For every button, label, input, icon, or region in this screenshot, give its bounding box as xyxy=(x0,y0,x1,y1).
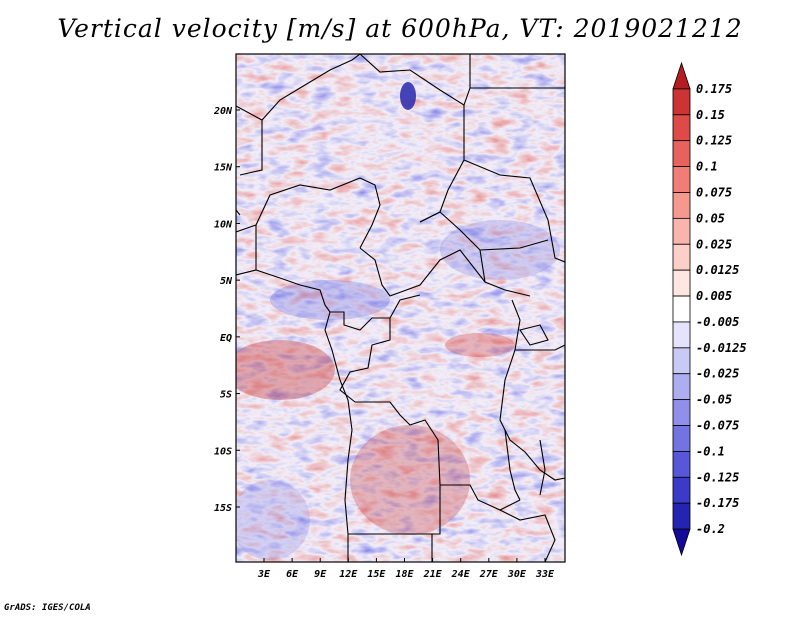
blue-anomaly-central xyxy=(270,280,390,320)
colorbar-label: 0.125 xyxy=(696,134,732,148)
colorbar-swatch xyxy=(672,476,691,504)
y-tick-label: EQ xyxy=(220,333,232,344)
plot-frame xyxy=(235,53,566,563)
x-tick-label: 6E xyxy=(286,569,299,580)
red-anomaly-west xyxy=(236,340,335,400)
footer-credit: GrADS: IGES/COLA xyxy=(4,603,91,613)
y-tick-label: 15N xyxy=(214,163,233,174)
border-car-south xyxy=(359,247,531,297)
border-gabon-congo xyxy=(330,311,391,403)
colorbar-label: 0.025 xyxy=(696,237,732,251)
colorbar-swatch xyxy=(672,140,691,167)
velocity-field xyxy=(236,54,565,562)
lake-tanganyika xyxy=(504,429,521,501)
colorbar-top-triangle xyxy=(672,61,691,90)
x-tick-label: 33E xyxy=(535,569,555,580)
x-tick-label: 9E xyxy=(314,569,327,580)
colorbar-label: -0.0125 xyxy=(696,341,747,355)
colorbar-swatch xyxy=(672,321,691,349)
coast-gulf-guinea xyxy=(236,269,331,313)
blue-anomaly-northeast xyxy=(440,220,560,280)
colorbar-label: -0.1 xyxy=(696,444,725,458)
border-mali-mauritania xyxy=(239,120,263,176)
colorbar-label: 0.075 xyxy=(696,185,732,199)
colorbar-bottom-triangle xyxy=(672,528,691,557)
colorbar-swatch xyxy=(672,502,691,530)
colorbar-label: -0.2 xyxy=(696,522,725,536)
colorbar-label: -0.005 xyxy=(696,315,739,329)
y-tick-label: 15S xyxy=(214,503,232,514)
colorbar-swatch xyxy=(672,425,691,452)
x-tick-label: 3E xyxy=(257,569,271,580)
border-sudan-east xyxy=(463,159,565,263)
lake-malawi xyxy=(539,439,546,496)
border-uganda-kenya xyxy=(515,344,565,351)
red-anomaly-east xyxy=(445,333,515,357)
border-zambia-zimbabwe xyxy=(499,509,556,562)
map-title: Vertical velocity [m/s] at 600hPa, VT: 2… xyxy=(57,14,743,43)
y-tick-label: 5S xyxy=(220,390,232,401)
colorbar: 0.175 0.15 0.125 0.1 0.075 0.05 0.025 0.0125 0.0… xyxy=(672,61,747,557)
x-tick-label: 27E xyxy=(479,569,499,580)
blue-anomaly-tibesti xyxy=(400,82,416,110)
colorbar-swatch xyxy=(672,88,691,116)
colorbar-label: 0.005 xyxy=(696,289,732,303)
x-tick-label: 12E xyxy=(339,569,358,580)
border-angola-namibia xyxy=(347,485,441,562)
x-tick-label: 30E xyxy=(507,569,527,580)
x-tick-label: 18E xyxy=(395,569,414,580)
lake-victoria xyxy=(519,324,549,346)
country-borders xyxy=(236,54,565,562)
colorbar-label: 0.05 xyxy=(696,211,725,225)
colorbar-swatch xyxy=(672,451,691,478)
blue-anomaly-southwest xyxy=(236,480,310,560)
x-tick-label: 24E xyxy=(451,569,471,580)
colorbar-swatch xyxy=(672,373,691,401)
colorbar-label: 0.15 xyxy=(696,108,725,122)
latitude-axis: 20N 15N 10N 5N EQ 5S 10S 15S xyxy=(213,106,240,514)
colorbar-label: -0.125 xyxy=(696,470,739,484)
colorbar-swatch xyxy=(672,243,691,271)
red-anomaly-south xyxy=(350,425,470,535)
colorbar-swatch xyxy=(672,399,691,426)
colorbar-label: 0.175 xyxy=(696,82,732,96)
y-tick-label: 10N xyxy=(214,219,233,230)
border-sudan-south xyxy=(479,239,549,251)
colorbar-label: -0.025 xyxy=(696,367,739,381)
border-chad-car xyxy=(419,211,486,283)
colorbar-swatch xyxy=(672,192,691,219)
coast-west-central xyxy=(324,311,353,535)
y-tick-label: 10S xyxy=(214,446,232,457)
colorbar-label: -0.05 xyxy=(696,393,732,407)
colorbar-label: -0.175 xyxy=(696,496,739,510)
colorbar-label: -0.075 xyxy=(696,419,739,433)
colorbar-swatch xyxy=(672,114,691,142)
border-nigeria-north xyxy=(236,177,381,249)
y-tick-label: 5N xyxy=(220,276,233,287)
x-tick-label: 15E xyxy=(367,569,386,580)
border-cameroon-congo xyxy=(389,294,421,319)
colorbar-swatch xyxy=(672,295,691,323)
y-tick-label: 20N xyxy=(213,106,233,117)
x-tick-label: 21E xyxy=(423,569,443,580)
border-drc-angola xyxy=(355,401,521,511)
colorbar-label: 0.1 xyxy=(696,160,718,174)
coast-west xyxy=(236,209,241,216)
colorbar-label: 0.0125 xyxy=(696,263,739,277)
colorbar-swatch xyxy=(672,217,691,245)
colorbar-swatch xyxy=(672,166,691,193)
colorbar-swatch xyxy=(672,269,691,297)
longitude-axis: 3E 6E 9E 12E 15E 18E 21E 24E 27E 30E 33E xyxy=(257,558,555,580)
colorbar-swatch xyxy=(672,347,691,375)
